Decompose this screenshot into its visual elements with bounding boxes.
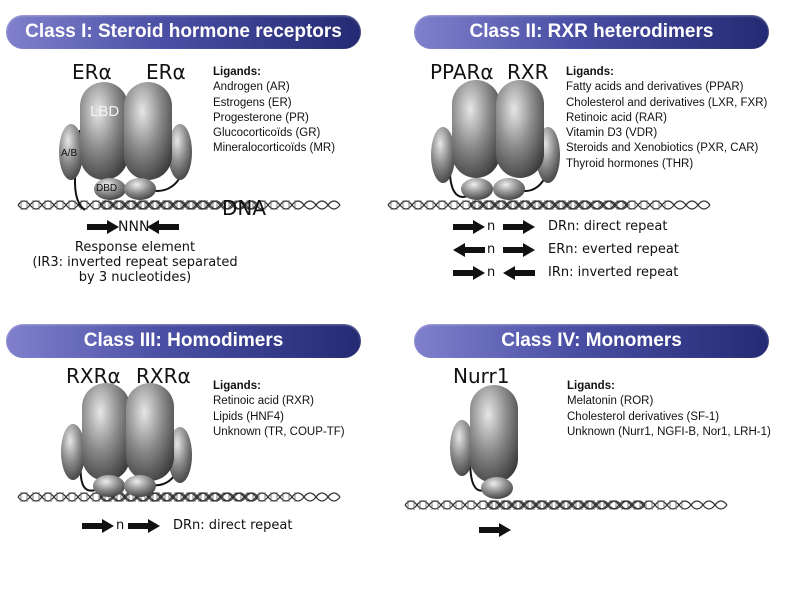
class3-receptor-label-right: RXRα [136, 364, 191, 388]
class2-repeat-label: IRn: inverted repeat [548, 265, 679, 280]
class3-dimer [61, 383, 192, 497]
ligands-heading: Ligands: [213, 66, 261, 78]
class1-receptor-label-right: ERα [146, 60, 186, 84]
ligand-item: Unknown (TR, COUP-TF) [213, 425, 345, 438]
class2-repeat-n: n [487, 219, 496, 234]
class3-repeat-label: DRn: direct repeat [173, 518, 293, 533]
ligand-item: Thyroid hormones (THR) [566, 157, 694, 170]
ligand-item: Progesterone (PR) [213, 111, 309, 124]
class1-lbd-right [124, 82, 172, 180]
class1-spacer-label: NNN [118, 219, 150, 235]
ligand-item: Glucocorticoïds (GR) [213, 127, 321, 140]
class2-repeat-label: ERn: everted repeat [548, 242, 679, 257]
caption-line: by 3 nucleotides) [78, 270, 192, 285]
class1-dna-label: DNA [222, 196, 267, 220]
ligand-item: Unknown (Nurr1, NGFI-B, Nor1, LRH-1) [567, 425, 771, 438]
class2-banner: Class II: RXR heterodimers [414, 15, 769, 49]
class1-lbd-left [80, 82, 128, 180]
class4-dna [404, 499, 728, 511]
class2-repeat-n: n [487, 265, 496, 280]
class4-monomer [450, 385, 518, 499]
ligands-heading: Ligands: [213, 380, 261, 392]
class3-ligands: Ligands: Retinoic acid (RXR) Lipids (HNF… [213, 379, 345, 440]
class2-receptor-label-left: PPARα [430, 60, 494, 84]
class4-receptor-label: Nurr1 [453, 364, 510, 388]
caption-line: Response element [74, 240, 196, 255]
class1-dimer [59, 82, 192, 211]
class1-response-caption: Response element (IR3: inverted repeat s… [20, 240, 250, 285]
class1-dbd-label: DBD [96, 183, 118, 194]
class1-dna [17, 199, 341, 211]
ligand-item: Mineralocorticoïds (MR) [213, 142, 336, 155]
class1-ligands: Ligands: Androgen (AR) Estrogens (ER) Pr… [213, 65, 335, 157]
ligand-item: Retinoic acid (RXR) [213, 395, 314, 408]
ligand-item: Estrogens (ER) [213, 96, 292, 109]
class1-ab-domain [59, 124, 83, 180]
class2-dimer [431, 80, 560, 200]
class3-receptor-label-left: RXRα [66, 364, 121, 388]
class4-arrow [479, 523, 511, 537]
class1-banner: Class I: Steroid hormone receptors [6, 15, 361, 49]
class3-repeat-n: n [116, 518, 125, 533]
ligand-item: Lipids (HNF4) [213, 410, 284, 423]
ligand-item: Steroids and Xenobiotics (PXR, CAR) [566, 142, 759, 155]
ligand-item: Androgen (AR) [213, 81, 290, 94]
ligand-item: Cholesterol derivatives (SF-1) [567, 410, 720, 423]
class1-dbd [94, 178, 126, 200]
ligands-heading: Ligands: [566, 66, 614, 78]
class3-banner: Class III: Homodimers [6, 324, 361, 358]
class1-ab-label: A/B [61, 148, 78, 159]
class2-dna [387, 199, 711, 211]
ligand-item: Cholesterol and derivatives (LXR, FXR) [566, 96, 768, 109]
ligands-heading: Ligands: [567, 380, 615, 392]
ligand-item: Melatonin (ROR) [567, 395, 654, 408]
class2-repeat-label: DRn: direct repeat [548, 219, 668, 234]
class2-receptor-label-right: RXR [507, 60, 549, 84]
class2-repeat-n: n [487, 242, 496, 257]
caption-line: (IR3: inverted repeat separated [32, 255, 238, 270]
class4-banner: Class IV: Monomers [414, 324, 769, 358]
ligand-item: Vitamin D3 (VDR) [566, 127, 658, 140]
ligand-item: Fatty acids and derivatives (PPAR) [566, 81, 744, 94]
class1-receptor-label-left: ERα [72, 60, 112, 84]
class1-lbd-label: LBD [90, 103, 120, 120]
class3-dna [17, 491, 341, 503]
ligand-item: Retinoic acid (RAR) [566, 111, 667, 124]
class2-ligands: Ligands: Fatty acids and derivatives (PP… [566, 65, 767, 172]
class4-ligands: Ligands: Melatonin (ROR) Cholesterol der… [567, 379, 771, 440]
